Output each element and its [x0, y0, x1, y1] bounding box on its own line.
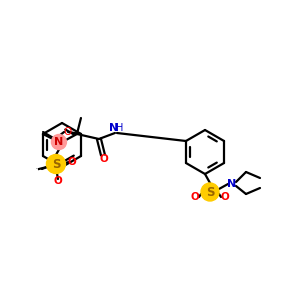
Circle shape — [51, 134, 66, 149]
Text: S: S — [36, 168, 37, 169]
Text: O: O — [68, 157, 76, 167]
Text: H: H — [116, 123, 124, 133]
Text: N: N — [227, 179, 237, 189]
Text: O: O — [54, 176, 62, 186]
Circle shape — [46, 154, 65, 173]
Text: N: N — [54, 137, 64, 147]
Text: S: S — [52, 158, 60, 170]
Text: O: O — [100, 154, 108, 164]
Text: O: O — [220, 192, 230, 202]
Text: N: N — [109, 123, 119, 133]
Circle shape — [201, 183, 219, 201]
Text: S: S — [206, 185, 214, 199]
Text: O: O — [63, 127, 71, 137]
Text: O: O — [190, 192, 200, 202]
